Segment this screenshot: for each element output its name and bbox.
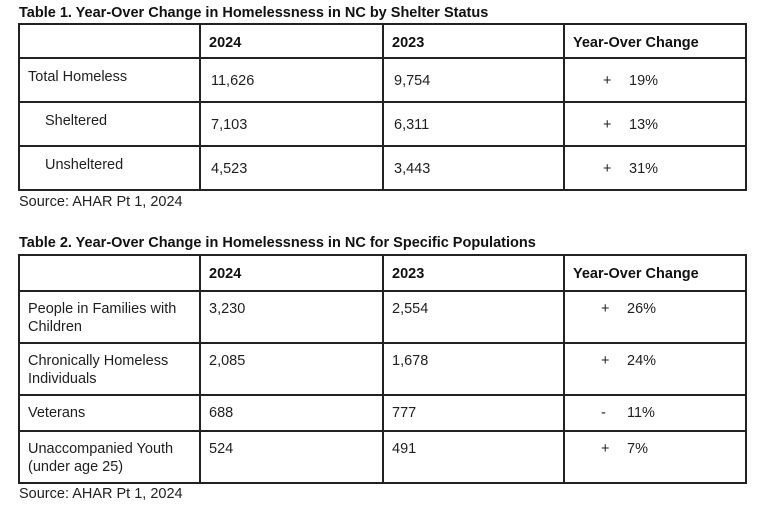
header-2023: 2023	[382, 23, 565, 59]
table1-source: Source: AHAR Pt 1, 2024	[19, 194, 183, 210]
table-row: Sheltered 7,103 6,311 +13%	[18, 101, 747, 147]
change-value: 13%	[629, 117, 659, 133]
table-row: People in Families with Children 3,230 2…	[18, 290, 747, 344]
change-value: 26%	[627, 301, 657, 317]
change-value: 19%	[629, 73, 659, 89]
change-sign: -	[601, 405, 606, 421]
value-2024: 524	[199, 430, 384, 484]
header-year-over-change: Year-Over Change	[563, 254, 747, 292]
table-header-row: 2024 2023 Year-Over Change	[18, 23, 747, 59]
value-2023: 6,311	[382, 101, 565, 147]
year-over-change: +26%	[563, 290, 747, 344]
value-2023: 1,678	[382, 342, 565, 396]
row-label: Total Homeless	[18, 57, 201, 103]
table1-title: Table 1. Year-Over Change in Homelessnes…	[19, 5, 489, 21]
header-2023: 2023	[382, 254, 565, 292]
value-2023: 3,443	[382, 145, 565, 191]
table-header-row: 2024 2023 Year-Over Change	[18, 254, 747, 292]
value-2023: 777	[382, 394, 565, 432]
value-2024: 688	[199, 394, 384, 432]
row-label: Sheltered	[18, 101, 201, 147]
change-sign: +	[603, 73, 612, 89]
change-value: 7%	[627, 441, 648, 457]
value-2024: 3,230	[199, 290, 384, 344]
change-value: 31%	[629, 161, 659, 177]
value-2024: 2,085	[199, 342, 384, 396]
row-label: People in Families with Children	[18, 290, 201, 344]
change-sign: +	[601, 301, 610, 317]
year-over-change: +31%	[563, 145, 747, 191]
table-specific-populations: 2024 2023 Year-Over Change People in Fam…	[18, 254, 747, 484]
header-2024: 2024	[199, 23, 384, 59]
header-blank	[18, 23, 201, 59]
header-2024: 2024	[199, 254, 384, 292]
table-row: Total Homeless 11,626 9,754 +19%	[18, 57, 747, 103]
year-over-change: - 11%	[563, 394, 747, 432]
change-value: 24%	[627, 353, 657, 369]
row-label: Veterans	[18, 394, 201, 432]
year-over-change: +13%	[563, 101, 747, 147]
value-2023: 2,554	[382, 290, 565, 344]
value-2024: 11,626	[199, 57, 384, 103]
year-over-change: +24%	[563, 342, 747, 396]
row-label: Chronically Homeless Individuals	[18, 342, 201, 396]
row-label: Unsheltered	[18, 145, 201, 191]
header-blank	[18, 254, 201, 292]
change-value: 11%	[627, 405, 655, 421]
value-2023: 491	[382, 430, 565, 484]
change-sign: +	[601, 441, 610, 457]
year-over-change: +7%	[563, 430, 747, 484]
change-sign: +	[603, 161, 612, 177]
table2-title: Table 2. Year-Over Change in Homelessnes…	[19, 235, 536, 251]
table-row: Unaccompanied Youth (under age 25) 524 4…	[18, 430, 747, 484]
table-row: Veterans 688 777 - 11%	[18, 394, 747, 432]
table-shelter-status: 2024 2023 Year-Over Change Total Homeles…	[18, 23, 747, 191]
header-year-over-change: Year-Over Change	[563, 23, 747, 59]
table-row: Unsheltered 4,523 3,443 +31%	[18, 145, 747, 191]
value-2024: 4,523	[199, 145, 384, 191]
table2-source: Source: AHAR Pt 1, 2024	[19, 486, 183, 502]
table-row: Chronically Homeless Individuals 2,085 1…	[18, 342, 747, 396]
year-over-change: +19%	[563, 57, 747, 103]
value-2023: 9,754	[382, 57, 565, 103]
change-sign: +	[603, 117, 612, 133]
change-sign: +	[601, 353, 610, 369]
row-label: Unaccompanied Youth (under age 25)	[18, 430, 201, 484]
value-2024: 7,103	[199, 101, 384, 147]
